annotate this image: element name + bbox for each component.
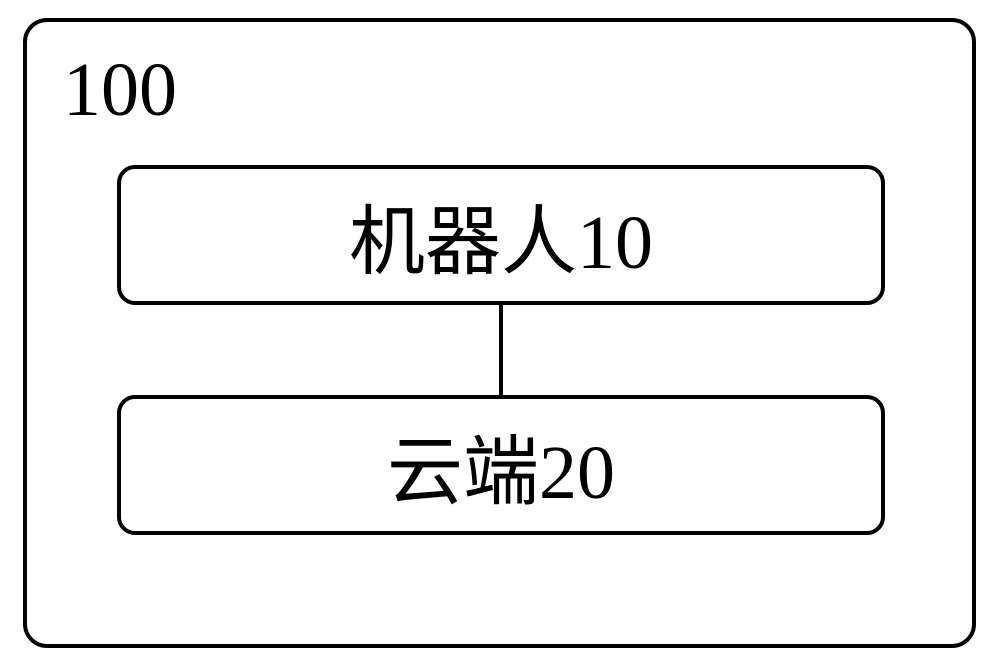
robot-box-label: 机器人10 [349,180,653,290]
connector-robot-cloud [499,305,503,395]
diagram-title: 100 [63,47,177,134]
cloud-box: 云端20 [117,395,885,535]
cloud-box-label: 云端20 [387,410,615,520]
robot-box: 机器人10 [117,165,885,305]
